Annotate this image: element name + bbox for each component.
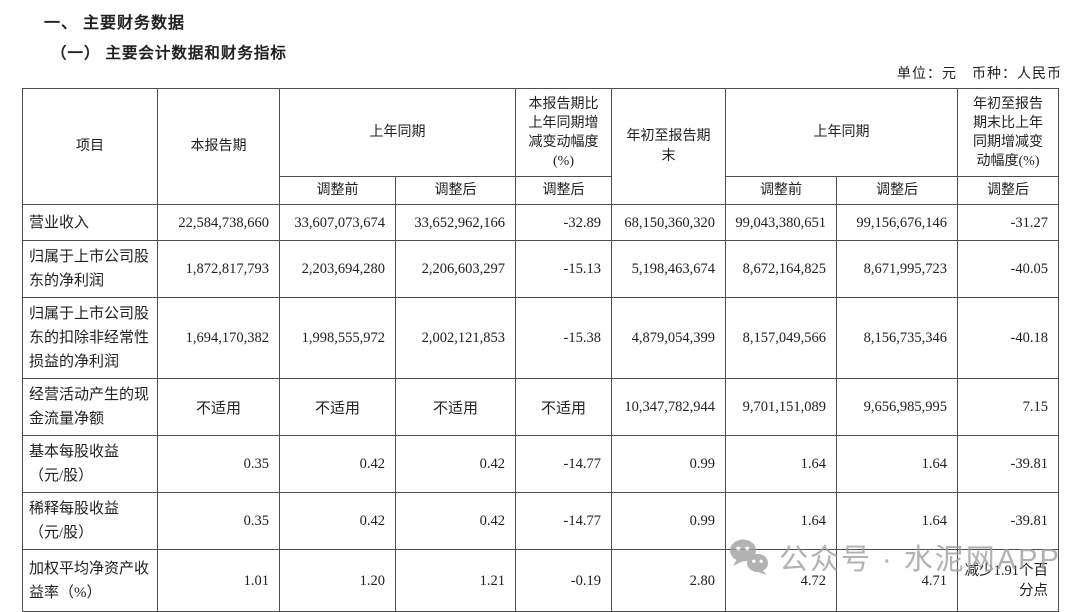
table-row: 归属于上市公司股东的扣除非经常性损益的净利润 1,694,170,382 1,9… bbox=[22, 297, 1059, 379]
table-row: 归属于上市公司股东的净利润 1,872,817,793 2,203,694,28… bbox=[22, 240, 1059, 298]
value-cell: 0.42 bbox=[279, 435, 396, 493]
value-cell: 7.15 bbox=[957, 378, 1059, 436]
subcol-before-adjustment: 调整前 bbox=[725, 176, 837, 205]
financial-data-table: 项目 本报告期 上年同期 本报告期比上年同期增减变动幅度(%) 年初至报告期末 … bbox=[22, 88, 1059, 612]
header-row-1: 项目 本报告期 上年同期 本报告期比上年同期增减变动幅度(%) 年初至报告期末 … bbox=[22, 88, 1059, 205]
value-cell: -0.19 bbox=[515, 549, 612, 612]
value-cell: 1.01 bbox=[157, 549, 280, 612]
value-cell: 1.64 bbox=[725, 492, 837, 550]
value-cell: 1.20 bbox=[279, 549, 396, 612]
unit-currency-note: 单位：元 币种：人民币 bbox=[897, 67, 1062, 82]
value-cell: 99,043,380,651 bbox=[725, 204, 837, 241]
value-cell: 0.99 bbox=[611, 492, 726, 550]
label-cell: 基本每股收益（元/股） bbox=[22, 435, 158, 493]
col-header-current-change: 本报告期比上年同期增减变动幅度(%) bbox=[515, 88, 612, 177]
value-cell: -40.05 bbox=[957, 240, 1059, 298]
subcol-after-adjustment: 调整后 bbox=[395, 176, 516, 205]
value-cell: 减少1.91个百分点 bbox=[957, 549, 1059, 612]
value-cell: 8,672,164,825 bbox=[725, 240, 837, 298]
value-cell: 22,584,738,660 bbox=[157, 204, 280, 241]
value-cell: 1,694,170,382 bbox=[157, 297, 280, 379]
value-cell: 0.42 bbox=[279, 492, 396, 550]
value-cell: 5,198,463,674 bbox=[611, 240, 726, 298]
col-header-item: 项目 bbox=[22, 88, 158, 205]
value-cell: 8,156,735,346 bbox=[836, 297, 958, 379]
subcol-after-adjustment: 调整后 bbox=[515, 176, 612, 205]
value-cell: 10,347,782,944 bbox=[611, 378, 726, 436]
label-cell: 经营活动产生的现金流量净额 bbox=[22, 378, 158, 436]
value-cell: -31.27 bbox=[957, 204, 1059, 241]
value-cell: -14.77 bbox=[515, 435, 612, 493]
value-cell: 8,671,995,723 bbox=[836, 240, 958, 298]
value-cell: 9,656,985,995 bbox=[836, 378, 958, 436]
value-cell: 9,701,151,089 bbox=[725, 378, 837, 436]
value-cell: 2.80 bbox=[611, 549, 726, 612]
value-cell: 33,607,073,674 bbox=[279, 204, 396, 241]
section-title: 一、 主要财务数据 bbox=[44, 15, 186, 32]
header-row-2: 调整前 调整后 调整后 调整前 调整后 调整后 bbox=[23, 176, 1059, 205]
subsection-title: （一） 主要会计数据和财务指标 bbox=[51, 45, 287, 62]
subcol-before-adjustment: 调整前 bbox=[279, 176, 396, 205]
col-group-prior-year-ytd: 上年同期 bbox=[725, 88, 958, 177]
value-cell: 2,206,603,297 bbox=[395, 240, 516, 298]
value-cell: 4.71 bbox=[836, 549, 958, 612]
value-cell: 1.64 bbox=[836, 435, 958, 493]
value-cell: 2,203,694,280 bbox=[279, 240, 396, 298]
value-cell: 0.42 bbox=[395, 492, 516, 550]
value-cell: 2,002,121,853 bbox=[395, 297, 516, 379]
value-cell: 68,150,360,320 bbox=[611, 204, 726, 241]
value-cell: 0.35 bbox=[157, 492, 280, 550]
value-cell: 不适用 bbox=[515, 378, 612, 436]
label-cell: 营业收入 bbox=[22, 204, 158, 241]
value-cell: -32.89 bbox=[515, 204, 612, 241]
value-cell: 99,156,676,146 bbox=[836, 204, 958, 241]
value-cell: 不适用 bbox=[395, 378, 516, 436]
table-row: 稀释每股收益（元/股） 0.35 0.42 0.42 -14.77 0.99 1… bbox=[22, 492, 1059, 550]
value-cell: 0.42 bbox=[395, 435, 516, 493]
value-cell: -15.13 bbox=[515, 240, 612, 298]
value-cell: 不适用 bbox=[279, 378, 396, 436]
value-cell: 4.72 bbox=[725, 549, 837, 612]
table-row: 基本每股收益（元/股） 0.35 0.42 0.42 -14.77 0.99 1… bbox=[22, 435, 1059, 493]
value-cell: 0.35 bbox=[157, 435, 280, 493]
col-group-prior-year: 上年同期 bbox=[279, 88, 516, 177]
value-cell: -40.18 bbox=[957, 297, 1059, 379]
subcol-after-adjustment: 调整后 bbox=[836, 176, 958, 205]
value-cell: 0.99 bbox=[611, 435, 726, 493]
value-cell: 1.64 bbox=[725, 435, 837, 493]
label-cell: 归属于上市公司股东的扣除非经常性损益的净利润 bbox=[22, 297, 158, 379]
document-page: 一、 主要财务数据 （一） 主要会计数据和财务指标 单位：元 币种：人民币 项目… bbox=[22, 15, 1062, 612]
value-cell: 不适用 bbox=[157, 378, 280, 436]
subcol-after-adjustment: 调整后 bbox=[957, 176, 1059, 205]
col-header-current-period: 本报告期 bbox=[157, 88, 280, 205]
col-header-ytd: 年初至报告期末 bbox=[611, 88, 726, 205]
value-cell: 1,872,817,793 bbox=[157, 240, 280, 298]
col-header-ytd-change: 年初至报告期末比上年同期增减变动幅度(%) bbox=[957, 88, 1059, 177]
label-cell: 稀释每股收益（元/股） bbox=[22, 492, 158, 550]
value-cell: 8,157,049,566 bbox=[725, 297, 837, 379]
value-cell: 4,879,054,399 bbox=[611, 297, 726, 379]
value-cell: 1.21 bbox=[395, 549, 516, 612]
table-row: 营业收入 22,584,738,660 33,607,073,674 33,65… bbox=[22, 204, 1059, 241]
label-cell: 归属于上市公司股东的净利润 bbox=[22, 240, 158, 298]
value-cell: 1,998,555,972 bbox=[279, 297, 396, 379]
value-cell: -39.81 bbox=[957, 492, 1059, 550]
value-cell: 33,652,962,166 bbox=[395, 204, 516, 241]
value-cell: 1.64 bbox=[836, 492, 958, 550]
value-cell: -14.77 bbox=[515, 492, 612, 550]
table-row: 经营活动产生的现金流量净额 不适用 不适用 不适用 不适用 10,347,782… bbox=[22, 378, 1059, 436]
label-cell: 加权平均净资产收益率（%） bbox=[22, 549, 158, 612]
table-row: 加权平均净资产收益率（%） 1.01 1.20 1.21 -0.19 2.80 … bbox=[22, 549, 1059, 612]
value-cell: -15.38 bbox=[515, 297, 612, 379]
value-cell: -39.81 bbox=[957, 435, 1059, 493]
